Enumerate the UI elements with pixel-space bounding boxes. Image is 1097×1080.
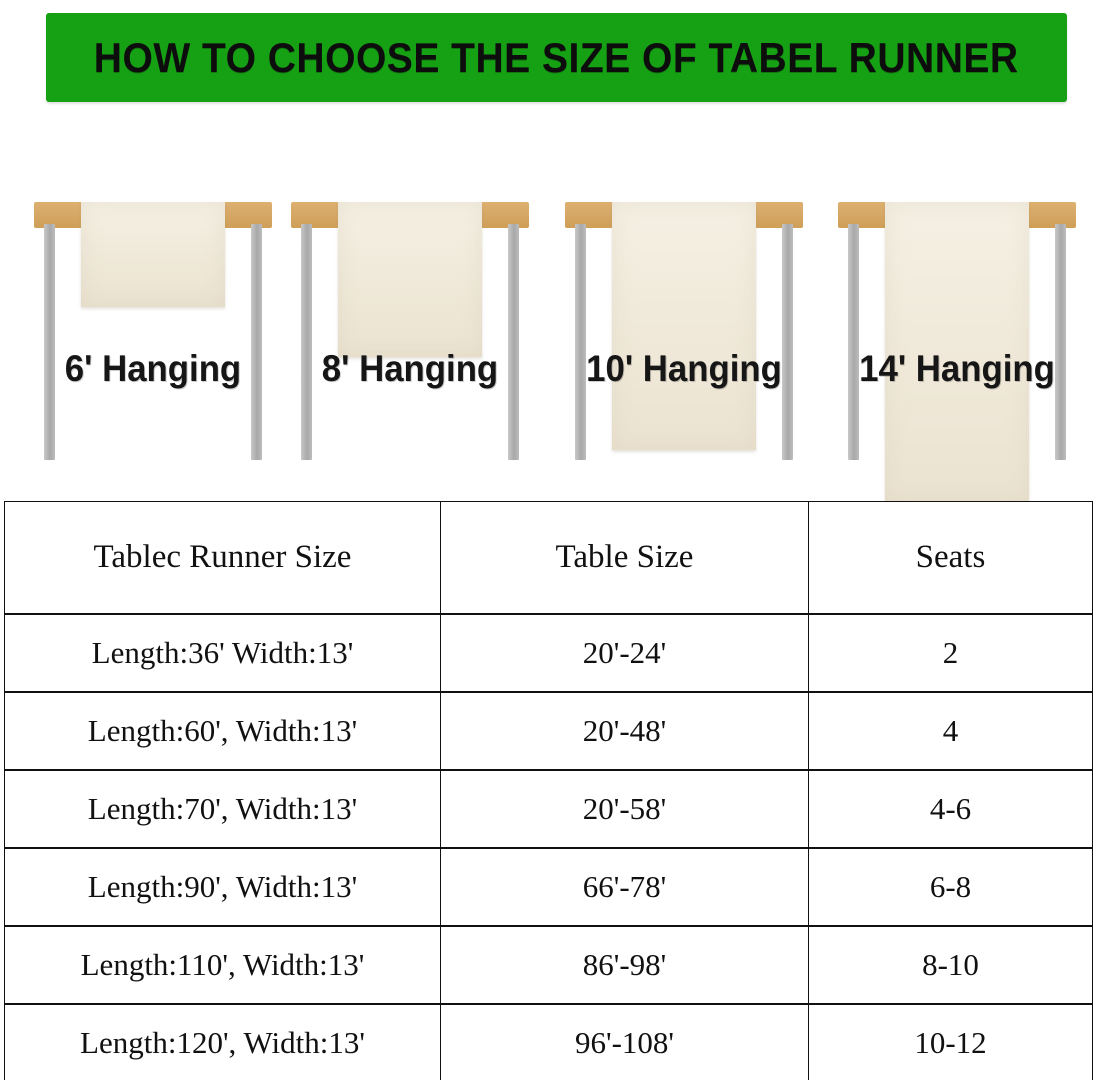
cell-table-size: 20'-48' bbox=[440, 690, 809, 770]
table-header-row: Tablec Runner Size Table Size Seats bbox=[4, 501, 1093, 614]
hanging-panel: 10' Hanging bbox=[553, 150, 815, 470]
title-banner: HOW TO CHOOSE THE SIZE OF TABEL RUNNER bbox=[46, 13, 1067, 102]
hanging-panel-label: 14' Hanging bbox=[859, 348, 1055, 389]
cell-seats: 8-10 bbox=[808, 924, 1093, 1004]
table-leg-left-icon bbox=[44, 224, 55, 460]
column-header-seats: Seats bbox=[808, 501, 1093, 614]
table-row: Length:120', Width:13' 96'-108' 10-12 bbox=[4, 1002, 1093, 1080]
column-header-table-size: Table Size bbox=[440, 501, 809, 614]
cell-runner-size: Length:60', Width:13' bbox=[4, 690, 441, 770]
table-runner-icon bbox=[612, 202, 756, 450]
table-row: Length:70', Width:13' 20'-58' 4-6 bbox=[4, 768, 1093, 848]
table-row: Length:110', Width:13' 86'-98' 8-10 bbox=[4, 924, 1093, 1004]
table-row: Length:36' Width:13' 20'-24' 2 bbox=[4, 612, 1093, 692]
hanging-panel: 8' Hanging bbox=[279, 150, 541, 470]
table-leg-right-icon bbox=[782, 224, 793, 460]
hanging-panel: 6' Hanging bbox=[22, 150, 284, 470]
hanging-illustrations: 6' Hanging 8' Hanging 10' Hanging 14' Ha… bbox=[0, 150, 1097, 502]
cell-runner-size: Length:36' Width:13' bbox=[4, 612, 441, 692]
cell-seats: 2 bbox=[808, 612, 1093, 692]
table-runner-icon bbox=[338, 202, 482, 357]
size-chart-table: Tablec Runner Size Table Size Seats Leng… bbox=[4, 501, 1093, 1080]
table-row: Length:60', Width:13' 20'-48' 4 bbox=[4, 690, 1093, 770]
cell-runner-size: Length:70', Width:13' bbox=[4, 768, 441, 848]
cell-runner-size: Length:120', Width:13' bbox=[4, 1002, 441, 1080]
table-leg-left-icon bbox=[848, 224, 859, 460]
cell-seats: 4 bbox=[808, 690, 1093, 770]
hanging-panel-label: 10' Hanging bbox=[586, 348, 782, 389]
cell-table-size: 20'-58' bbox=[440, 768, 809, 848]
cell-table-size: 86'-98' bbox=[440, 924, 809, 1004]
table-leg-right-icon bbox=[251, 224, 262, 460]
cell-table-size: 96'-108' bbox=[440, 1002, 809, 1080]
cell-table-size: 20'-24' bbox=[440, 612, 809, 692]
table-leg-left-icon bbox=[575, 224, 586, 460]
table-row: Length:90', Width:13' 66'-78' 6-8 bbox=[4, 846, 1093, 926]
cell-runner-size: Length:90', Width:13' bbox=[4, 846, 441, 926]
table-leg-right-icon bbox=[508, 224, 519, 460]
hanging-panel-label: 6' Hanging bbox=[64, 348, 242, 389]
hanging-panel-label: 8' Hanging bbox=[321, 348, 499, 389]
cell-seats: 6-8 bbox=[808, 846, 1093, 926]
table-leg-right-icon bbox=[1055, 224, 1066, 460]
table-runner-icon bbox=[885, 202, 1029, 502]
cell-seats: 4-6 bbox=[808, 768, 1093, 848]
cell-table-size: 66'-78' bbox=[440, 846, 809, 926]
column-header-runner-size: Tablec Runner Size bbox=[4, 501, 441, 614]
hanging-panel: 14' Hanging bbox=[826, 150, 1088, 502]
page-title: HOW TO CHOOSE THE SIZE OF TABEL RUNNER bbox=[94, 33, 1019, 81]
cell-runner-size: Length:110', Width:13' bbox=[4, 924, 441, 1004]
table-runner-icon bbox=[81, 202, 225, 307]
cell-seats: 10-12 bbox=[808, 1002, 1093, 1080]
table-leg-left-icon bbox=[301, 224, 312, 460]
